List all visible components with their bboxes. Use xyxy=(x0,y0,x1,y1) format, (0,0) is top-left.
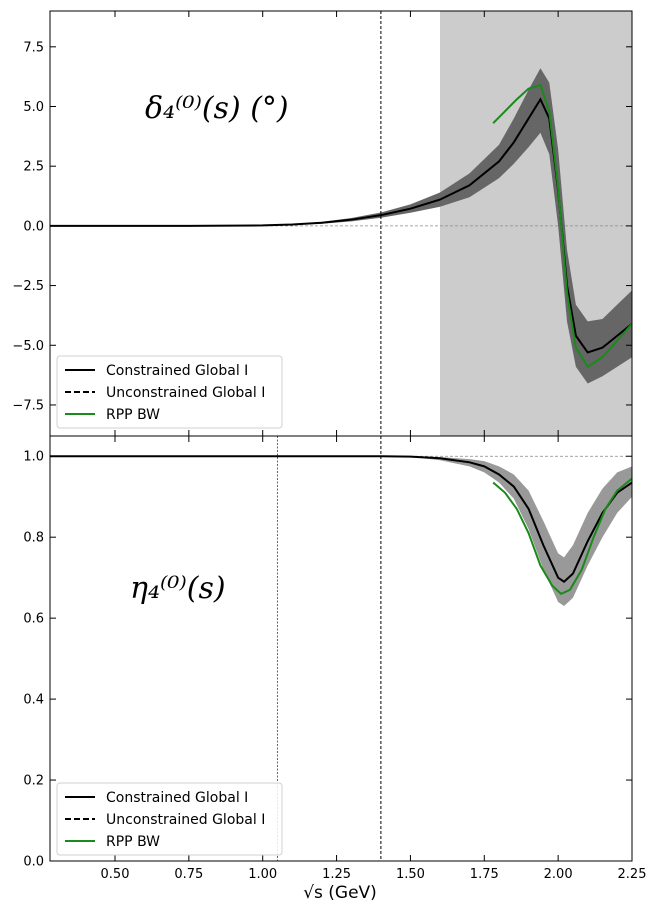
plot-area xyxy=(50,11,632,436)
y-tick-label: 7.5 xyxy=(23,40,44,55)
y-tick-label: −7.5 xyxy=(12,398,44,413)
y-tick-label: 0.0 xyxy=(23,219,44,234)
legend-box xyxy=(56,782,283,856)
axes-frame xyxy=(49,435,633,862)
y-tick-label: 0.2 xyxy=(23,774,44,789)
y-tick-label: 0.6 xyxy=(23,612,44,627)
legend-entry: Unconstrained Global I xyxy=(106,385,265,401)
x-tick-label: 0.50 xyxy=(101,867,130,882)
series-line-constrained-global-i xyxy=(50,97,632,354)
y-tick-label: 2.5 xyxy=(23,160,44,175)
legend-entry: Unconstrained Global I xyxy=(106,812,265,828)
x-tick-label: 2.00 xyxy=(544,867,573,882)
legend: Constrained Global I Unconstrained Global… xyxy=(56,782,283,856)
y-tick-label: −5.0 xyxy=(12,339,44,354)
top-panel-label: δ₄⁽⁰⁾(s) (°) xyxy=(145,91,289,126)
legend-entry: Constrained Global I xyxy=(106,363,248,379)
bottom-panel-label: η₄⁽⁰⁾(s) xyxy=(130,571,226,606)
x-tick-label: 1.25 xyxy=(322,867,351,882)
bottom-panel: 0.50 0.75 1.00 1.25 1.50 1.75 2.00 2.25 0.0 0.2 0.… xyxy=(23,435,647,882)
y-tick-label: 1.0 xyxy=(23,450,44,465)
x-tick-label: 0.75 xyxy=(174,867,203,882)
series-line-rpp-bw xyxy=(492,83,632,369)
y-tick-label: 0.8 xyxy=(23,531,44,546)
y-tick-label: 0.4 xyxy=(23,693,44,708)
uncertainty-band xyxy=(50,456,632,606)
y-tick-label: −2.5 xyxy=(12,279,44,294)
y-tick-label: 0.0 xyxy=(23,855,44,870)
x-tick-label: 1.75 xyxy=(470,867,499,882)
legend-entry: RPP BW xyxy=(106,407,160,423)
x-tick-label: 1.50 xyxy=(396,867,425,882)
y-tick-label: 5.0 xyxy=(23,100,44,115)
x-axis-label: √s (GeV) xyxy=(303,883,377,903)
legend-entry: Constrained Global I xyxy=(106,790,248,806)
legend-entry: RPP BW xyxy=(106,834,160,850)
top-panel: −7.5 −5.0 −2.5 0.0 2.5 5.0 7.5 Constrained Glob… xyxy=(12,10,633,437)
x-tick-label: 1.00 xyxy=(248,867,277,882)
uncertainty-band xyxy=(50,68,632,384)
legend: Constrained Global I Unconstrained Global… xyxy=(56,355,283,429)
series-line-rpp-bw xyxy=(492,477,632,596)
legend-box xyxy=(56,355,283,429)
series-line-constrained-global-i xyxy=(50,455,632,583)
x-tick-label: 2.25 xyxy=(618,867,647,882)
